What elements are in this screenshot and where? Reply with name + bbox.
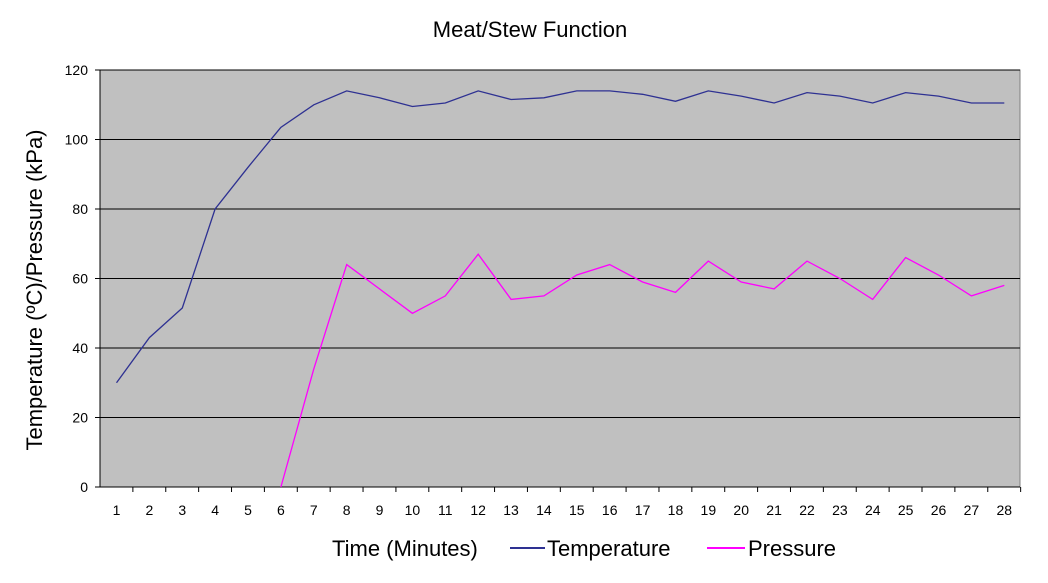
x-tick-label: 25	[898, 502, 914, 518]
x-tick-label: 8	[343, 502, 351, 518]
chart-title: Meat/Stew Function	[433, 17, 627, 42]
x-tick-label: 17	[635, 502, 651, 518]
y-tick-label: 20	[72, 410, 88, 426]
x-tick-label: 1	[113, 502, 121, 518]
series-line-pressure	[280, 253, 1005, 488]
y-tick-label: 0	[80, 479, 88, 495]
y-tick-label: 40	[72, 340, 88, 356]
x-tick-label: 19	[701, 502, 717, 518]
x-tick-label: 23	[832, 502, 848, 518]
x-tick-label: 22	[799, 502, 815, 518]
x-tick-label: 5	[244, 502, 252, 518]
y-tick-label: 60	[72, 271, 88, 287]
x-tick-label: 7	[310, 502, 318, 518]
gridlines	[99, 69, 1020, 488]
x-tick-label: 2	[145, 502, 153, 518]
x-tick-label: 12	[470, 502, 486, 518]
legend-label-temperature: Temperature	[547, 536, 671, 561]
x-tick-label: 18	[668, 502, 684, 518]
x-tick-label: 27	[964, 502, 980, 518]
legend-label-pressure: Pressure	[748, 536, 836, 561]
legend-and-x-title: Time (Minutes) Temperature Pressure	[332, 536, 836, 561]
x-tick-label: 10	[405, 502, 421, 518]
x-tick-label: 26	[931, 502, 947, 518]
x-tick-label: 20	[733, 502, 749, 518]
x-tick-label: 16	[602, 502, 618, 518]
y-axis-title: Temperature (ºC)/Pressure (kPa)	[22, 129, 47, 450]
x-tick-label: 3	[178, 502, 186, 518]
x-tick-label: 21	[766, 502, 782, 518]
x-axis-title: Time (Minutes)	[332, 536, 478, 561]
x-axis: 1 2 3 4 5 6 7 8 9 10 11 12 13 14 15 16 17 18 19 20 21 22 23 24 2…	[113, 487, 1022, 518]
y-tick-label: 100	[65, 132, 89, 148]
y-tick-label: 80	[72, 201, 88, 217]
series-layer	[115, 90, 1005, 488]
series-line-temperature	[115, 90, 1005, 384]
x-tick-label: 28	[996, 502, 1012, 518]
y-axis: 0 20 40 60 80 100 120	[65, 62, 100, 495]
x-tick-label: 11	[438, 502, 453, 518]
x-tick-label: 6	[277, 502, 285, 518]
x-tick-label: 13	[503, 502, 519, 518]
x-tick-label: 15	[569, 502, 585, 518]
x-tick-label: 9	[376, 502, 384, 518]
y-tick-label: 120	[65, 62, 89, 78]
x-tick-label: 24	[865, 502, 881, 518]
x-tick-label: 14	[536, 502, 552, 518]
x-tick-label: 4	[211, 502, 219, 518]
